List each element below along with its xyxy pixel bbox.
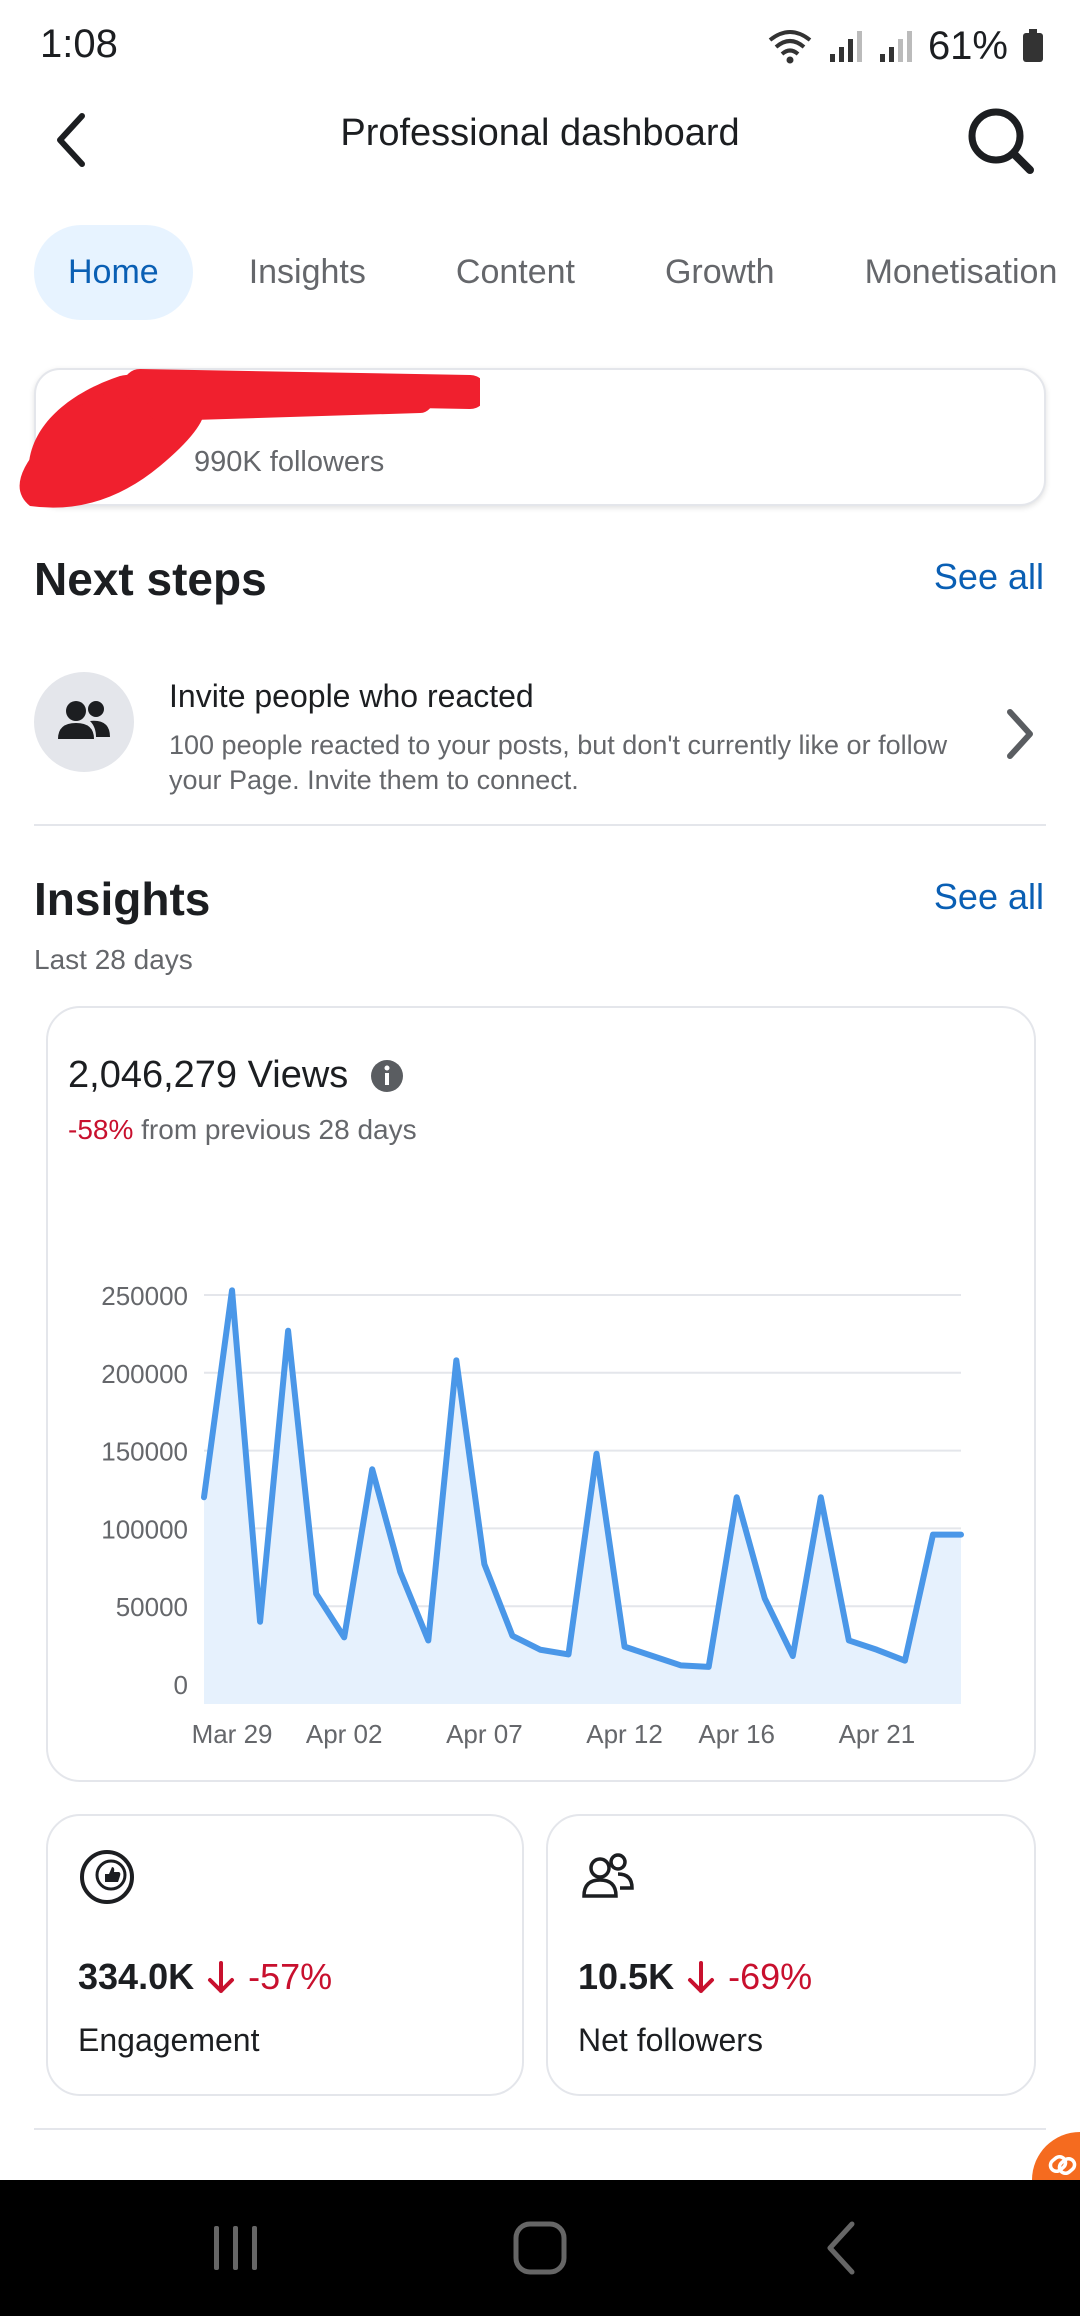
tab-monetisation[interactable]: Monetisation	[864, 252, 1058, 291]
views-total: 2,046,279 Views	[68, 1054, 349, 1096]
x-tick-label: Apr 02	[306, 1719, 383, 1749]
verified-badge-icon	[122, 434, 154, 466]
people-icon	[34, 672, 134, 772]
engagement-card[interactable]: 334.0K -57% Engagement	[46, 1814, 524, 2096]
engagement-value: 334.0K	[78, 1956, 195, 1997]
next-step-title: Invite people who reacted	[169, 678, 534, 714]
next-step-invite-item[interactable]: Invite people who reacted 100 people rea…	[34, 660, 1046, 826]
back-button[interactable]	[50, 100, 110, 180]
divider	[34, 2128, 1046, 2130]
next-step-description: 100 people reacted to your posts, but do…	[169, 730, 948, 795]
insights-see-all-link[interactable]: See all	[933, 876, 1044, 917]
tab-growth[interactable]: Growth	[664, 252, 775, 291]
views-chart: 0 50000 100000 150000 200000 250000 Mar 29 Apr …	[101, 1281, 964, 1749]
x-tick-label: Mar 29	[192, 1719, 273, 1749]
net-followers-value-row: 10.5K -69%	[578, 1956, 812, 1998]
tab-insights[interactable]: Insights	[248, 252, 366, 291]
y-tick-label: 0	[174, 1670, 188, 1700]
signal-icon	[829, 31, 862, 62]
back-nav-button[interactable]	[800, 2216, 880, 2280]
insights-period: Last 28 days	[34, 944, 193, 975]
views-change-suffix: from previous 28 days	[141, 1114, 417, 1145]
x-tick-label: Apr 12	[586, 1719, 663, 1749]
net-followers-value: 10.5K	[578, 1956, 675, 1997]
profile-card[interactable]: 990K followers	[34, 368, 1046, 506]
x-tick-label: Apr 21	[839, 1719, 916, 1749]
followers-icon	[582, 1853, 634, 1898]
tab-home[interactable]: Home	[34, 224, 193, 320]
views-card[interactable]: 0 50000 100000 150000 200000 250000 Mar 29 Apr …	[46, 1006, 1036, 1782]
wifi-icon	[768, 30, 812, 64]
down-arrow-icon	[208, 1961, 235, 1993]
recent-apps-button[interactable]	[196, 2216, 276, 2280]
search-icon	[968, 108, 1034, 174]
signal-icon-2	[879, 31, 912, 62]
home-button[interactable]	[500, 2216, 580, 2280]
net-followers-label: Net followers	[578, 2022, 763, 2058]
next-steps-title: Next steps	[34, 553, 267, 605]
engagement-change: -57%	[248, 1956, 333, 1997]
y-tick-label: 200000	[101, 1359, 188, 1389]
tab-content[interactable]: Content	[455, 252, 575, 291]
battery-percent: 61%	[927, 23, 1008, 68]
next-steps-see-all-link[interactable]: See all	[933, 556, 1044, 597]
info-icon[interactable]	[370, 1059, 404, 1093]
page-title: Professional dashboard	[340, 112, 740, 154]
battery-icon	[1023, 29, 1043, 62]
x-tick-label: Apr 16	[698, 1719, 775, 1749]
engagement-icon	[80, 1850, 134, 1904]
views-headline: 2,046,279 Views	[68, 1054, 404, 1097]
tab-bar: Home Insights Content Growth Monetisatio…	[34, 222, 1080, 322]
chevron-right-icon	[1007, 709, 1033, 759]
net-followers-change: -69%	[728, 1956, 813, 1997]
views-line	[201, 1287, 964, 1670]
views-change-row: -58% from previous 28 days	[68, 1114, 417, 1146]
x-tick-label: Apr 07	[446, 1719, 523, 1749]
profile-followers: 990K followers	[194, 446, 385, 478]
y-tick-label: 250000	[101, 1281, 188, 1311]
status-icons: 61%	[766, 22, 1044, 70]
y-tick-label: 100000	[101, 1514, 188, 1544]
status-time: 1:08	[40, 22, 118, 66]
engagement-value-row: 334.0K -57%	[78, 1956, 332, 1998]
y-tick-label: 150000	[101, 1437, 188, 1467]
net-followers-card[interactable]: 10.5K -69% Net followers	[546, 1814, 1036, 2096]
system-nav-bar	[0, 2180, 1080, 2316]
status-bar: 1:08 61%	[0, 0, 1080, 95]
views-change: -58%	[68, 1114, 134, 1145]
engagement-label: Engagement	[78, 2022, 260, 2058]
insights-title: Insights	[34, 873, 211, 925]
down-arrow-icon	[688, 1961, 715, 1993]
views-area-fill	[204, 1290, 961, 1704]
search-button[interactable]	[960, 100, 1040, 180]
y-tick-label: 50000	[116, 1592, 188, 1622]
link-icon	[1048, 2154, 1077, 2176]
back-arrow-icon	[57, 113, 85, 167]
